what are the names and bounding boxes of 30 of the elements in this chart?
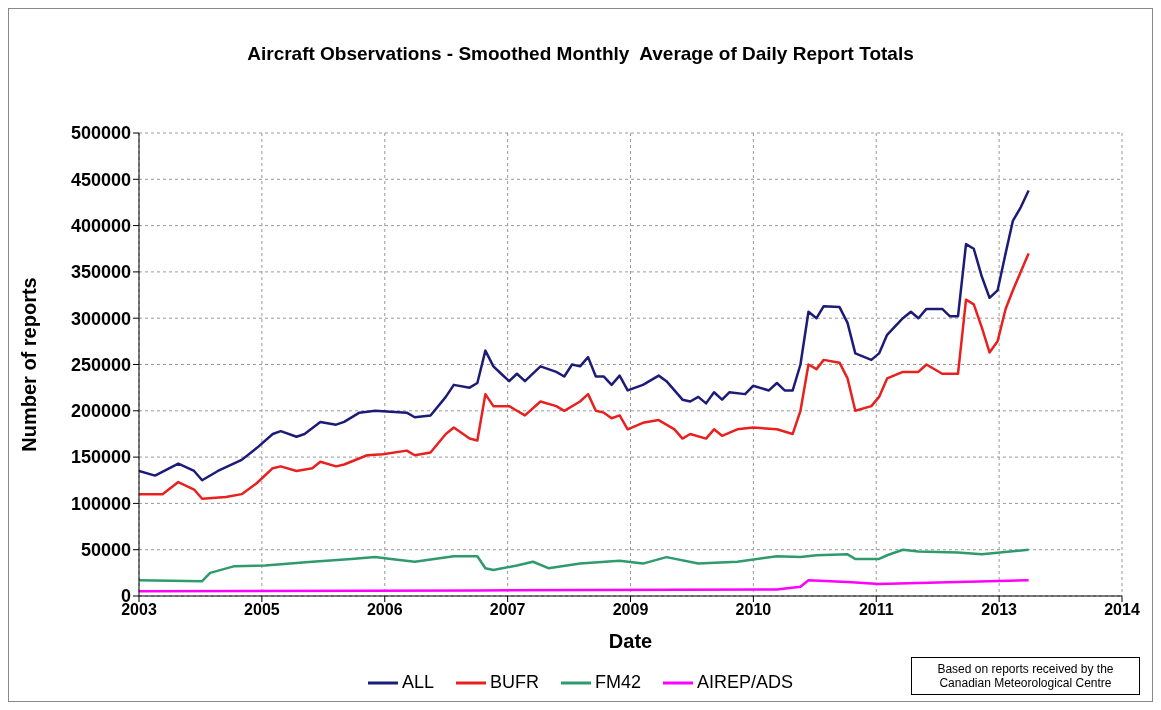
legend-label: AIREP/ADS — [697, 672, 794, 693]
y-tick-label: 500000 — [70, 123, 131, 144]
x-tick-label: 2013 — [981, 601, 1018, 619]
legend-label: BUFR — [489, 672, 539, 693]
y-axis-title: Number of reports — [18, 277, 41, 452]
x-axis-title: Date — [608, 630, 653, 652]
x-tick-label: 2006 — [366, 601, 403, 619]
line-series — [139, 189, 1030, 482]
y-tick-label: 200000 — [70, 401, 131, 422]
y-tick-label: 150000 — [70, 447, 131, 468]
y-tick-label: 400000 — [70, 215, 131, 236]
x-tick-label: 2014 — [1104, 601, 1140, 619]
text: Based on reports received by the Canadian Meteorological Centre — [911, 657, 1140, 695]
x-tick-label: 2005 — [244, 601, 280, 619]
y-tick-label: 450000 — [70, 169, 131, 190]
y-tick-label: 350000 — [70, 262, 131, 283]
y-tick-label: 250000 — [70, 354, 131, 375]
x-tick-label: 2009 — [612, 601, 649, 619]
legend-label: FM42 — [594, 672, 641, 693]
legend-label: ALL — [401, 672, 434, 693]
line-series — [139, 579, 1030, 593]
line-series — [139, 548, 1030, 583]
x-tick-label: 2010 — [735, 601, 772, 619]
x-tick-label: 2007 — [489, 601, 526, 619]
y-tick-label: 100000 — [70, 493, 131, 514]
y-tick-label: 300000 — [70, 308, 131, 329]
y-tick-label: 50000 — [80, 540, 131, 561]
chart-title: Aircraft Observations - Smoothed Monthly Average of Daily Report Totals — [246, 43, 915, 65]
x-tick-label: 2011 — [858, 601, 894, 619]
line-series — [139, 252, 1030, 501]
